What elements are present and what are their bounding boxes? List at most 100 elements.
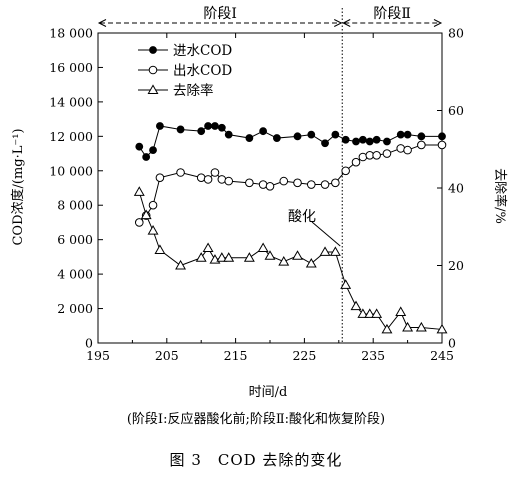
- data-point: [319, 246, 331, 256]
- data-point: [278, 256, 290, 266]
- data-point: [357, 308, 369, 318]
- data-point: [364, 308, 376, 318]
- y-left-tick-label: 8 000: [57, 198, 93, 213]
- data-point: [264, 250, 276, 260]
- data-point: [175, 259, 187, 270]
- data-point: [195, 252, 207, 262]
- data-point: [402, 321, 414, 332]
- data-point: [331, 178, 340, 188]
- data-point: [243, 252, 255, 262]
- y-left-tick-label: 10 000: [49, 163, 93, 178]
- data-point: [417, 132, 426, 141]
- data-point: [202, 242, 214, 253]
- data-point: [216, 252, 228, 262]
- data-point: [133, 186, 145, 196]
- data-point: [197, 127, 206, 136]
- data-point: [305, 257, 317, 268]
- data-point: [417, 140, 426, 150]
- y-left-tick-label: 14 000: [49, 94, 93, 109]
- data-point: [438, 132, 446, 141]
- data-point: [341, 135, 350, 144]
- y-left-tick-label: 0: [85, 336, 93, 351]
- data-point: [352, 137, 360, 146]
- annotation-pointer: [311, 221, 341, 247]
- data-point: [321, 139, 329, 148]
- legend-marker: [149, 46, 157, 54]
- data-point: [258, 180, 268, 189]
- data-point: [403, 145, 412, 155]
- phase-label: 阶段Ⅰ: [203, 6, 237, 22]
- data-point: [395, 306, 407, 316]
- data-point: [350, 300, 362, 311]
- data-point: [176, 125, 185, 134]
- phase-arrow-head-left: [97, 19, 107, 27]
- data-point: [382, 149, 392, 158]
- y-left-tick-label: 18 000: [49, 26, 93, 41]
- data-point: [176, 168, 185, 177]
- data-point: [154, 244, 166, 254]
- data-point: [203, 175, 213, 184]
- x-tick-label: 215: [224, 348, 248, 363]
- data-point: [403, 130, 412, 139]
- x-tick-label: 195: [86, 348, 110, 363]
- legend-layer: 进水COD 出水COD 去除率: [138, 43, 232, 99]
- data-point: [381, 323, 393, 334]
- series-1: [135, 122, 446, 161]
- series-3: [133, 186, 448, 334]
- figure-caption-title: 图 3 COD 去除的变化: [169, 451, 343, 469]
- data-point: [149, 146, 157, 155]
- data-point: [293, 178, 302, 188]
- series-line: [138, 191, 443, 331]
- data-point: [437, 140, 447, 150]
- data-point: [320, 180, 330, 189]
- data-point: [204, 122, 212, 130]
- data-point: [156, 122, 164, 130]
- data-point: [223, 252, 235, 262]
- data-point: [341, 166, 350, 176]
- data-point: [383, 137, 391, 146]
- data-point: [372, 150, 381, 160]
- data-point: [211, 122, 219, 130]
- acidification-annotation: 酸化: [288, 209, 316, 225]
- data-point: [224, 176, 234, 186]
- series-line: [138, 144, 442, 223]
- x-tick-label: 225: [292, 348, 316, 363]
- y-right-tick-label: 20: [448, 258, 464, 273]
- data-point: [259, 127, 268, 136]
- data-point: [142, 153, 151, 161]
- y-axis-left-title: COD浓度/(mg·L⁻¹): [10, 128, 26, 245]
- data-point: [415, 321, 427, 332]
- data-point: [135, 142, 144, 151]
- data-point: [365, 137, 374, 146]
- x-tick-label: 205: [155, 348, 179, 363]
- data-point: [272, 134, 281, 142]
- data-point: [396, 144, 406, 153]
- data-point: [279, 176, 289, 186]
- y-axis-right-title: 去除率/%: [492, 168, 508, 224]
- legend-marker: [147, 84, 159, 94]
- phase-layer: 阶段Ⅰ 阶段Ⅱ: [97, 6, 443, 343]
- legend-label: 出水COD: [173, 63, 232, 79]
- data-point: [134, 218, 144, 227]
- data-point: [196, 173, 206, 182]
- phase-arrow-head-right: [334, 19, 343, 27]
- y-right-tick-label: 40: [448, 181, 464, 196]
- data-point: [292, 250, 303, 260]
- x-tick-label: 235: [361, 348, 385, 363]
- data-point: [306, 180, 316, 189]
- data-point: [331, 130, 340, 139]
- data-point: [340, 279, 352, 289]
- data-point: [147, 225, 159, 235]
- phase-arrow-head-right: [433, 19, 443, 27]
- x-axis-title: 时间/d: [249, 385, 288, 400]
- legend-label: 进水COD: [173, 43, 232, 59]
- y-right-tick-label: 80: [448, 26, 464, 41]
- y-right-tick-label: 60: [448, 103, 464, 118]
- series-layer: [133, 122, 448, 334]
- data-point: [210, 168, 220, 177]
- series-2: [134, 140, 447, 227]
- data-point: [257, 242, 269, 253]
